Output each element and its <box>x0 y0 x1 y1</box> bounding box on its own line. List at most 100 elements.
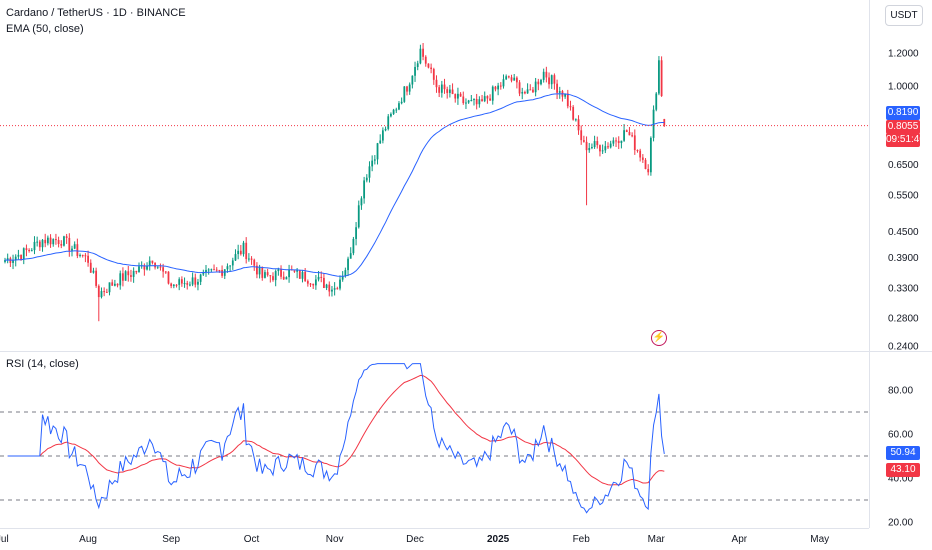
candle-body <box>336 288 339 290</box>
candle-body <box>515 77 518 83</box>
candle-body <box>28 249 31 251</box>
candle-body <box>116 283 119 286</box>
time-axis-label: Mar <box>648 534 666 545</box>
candle-body <box>446 89 449 93</box>
symbol-legend[interactable]: Cardano / TetherUS · 1D · BINANCE <box>6 7 186 19</box>
candle-body <box>105 291 108 293</box>
price-axis-label: 0.3900 <box>888 253 919 264</box>
candle-body <box>79 254 81 256</box>
candle-body <box>194 277 197 285</box>
candle-body <box>207 269 210 271</box>
candle-body <box>631 135 634 137</box>
time-axis-label: Oct <box>244 534 260 545</box>
candle-body <box>55 239 57 241</box>
candle-body <box>285 277 288 280</box>
candle-body <box>33 241 36 251</box>
candle-body <box>459 93 462 97</box>
candle-body <box>454 94 457 99</box>
price-axis-label: 0.6500 <box>888 160 919 171</box>
candle-body <box>309 283 312 285</box>
candle-body <box>325 284 328 288</box>
candle-body <box>103 291 106 293</box>
lightning-icon[interactable]: ⚡ <box>651 330 667 346</box>
candle-body <box>12 260 14 263</box>
candle-body <box>148 260 151 266</box>
candle-body <box>521 92 524 94</box>
candle-body <box>247 258 250 260</box>
candle-body <box>323 277 325 288</box>
price-axis-label: 1.0000 <box>888 82 919 93</box>
candle-body <box>113 283 116 286</box>
rsi-axis[interactable]: 80.00 60.00 40.00 20.00 <box>888 386 913 529</box>
candle-body <box>497 85 500 90</box>
candle-body <box>641 157 644 160</box>
candle-body <box>280 269 282 277</box>
candle-body <box>30 250 33 252</box>
candle-body <box>14 256 17 261</box>
rsi-legend[interactable]: RSI (14, close) <box>6 358 79 370</box>
countdown-tag: 09:51:40 <box>886 133 925 147</box>
candle-body <box>312 283 315 286</box>
candle-body <box>513 77 516 81</box>
candle-body <box>213 269 215 271</box>
candle-body <box>258 267 261 275</box>
candle-body <box>49 237 52 245</box>
candle-body <box>558 91 561 93</box>
candle-body <box>550 75 553 85</box>
candle-body <box>41 239 44 248</box>
candle-body <box>221 270 223 276</box>
candle-body <box>130 275 132 277</box>
time-axis-label: May <box>810 534 829 545</box>
candle-body <box>186 283 189 285</box>
time-axis-label: Jul <box>0 534 9 545</box>
candle-body <box>649 137 652 173</box>
candle-body <box>601 150 604 152</box>
candle-body <box>548 77 550 85</box>
candle-body <box>376 143 379 160</box>
candle-body <box>38 241 41 248</box>
candle-body <box>317 276 320 280</box>
candle-body <box>108 282 111 293</box>
candle-body <box>457 93 459 99</box>
candle-body <box>414 66 416 76</box>
candle-body <box>398 103 400 110</box>
candle-body <box>81 254 84 256</box>
candle-body <box>620 140 623 144</box>
candle-body <box>202 272 205 275</box>
candle-body <box>132 270 135 277</box>
candle-body <box>293 270 296 272</box>
candle-body <box>607 146 609 148</box>
candle-body <box>529 89 532 91</box>
candle-body <box>183 283 186 285</box>
candle-body <box>617 140 620 144</box>
candle-body <box>301 271 304 279</box>
candle-body <box>328 284 331 292</box>
candle-body <box>566 93 569 107</box>
candle-body <box>580 130 583 141</box>
candle-body <box>333 288 336 290</box>
currency-button[interactable]: USDT <box>885 5 923 26</box>
candle-body <box>199 274 202 282</box>
price-axis[interactable]: 1.2000 1.0000 0.6500 0.5500 0.4500 0.3900 0.33… <box>888 49 919 353</box>
time-axis[interactable]: Jul Aug Sep Oct Nov Dec 2025 Feb Mar Apr May <box>0 534 829 545</box>
candle-body <box>489 98 491 101</box>
candle-body <box>205 269 207 273</box>
candle-body <box>97 285 100 298</box>
candle-body <box>556 83 558 93</box>
candle-body <box>609 143 612 148</box>
candle-body <box>261 267 264 278</box>
candle-body <box>507 76 510 78</box>
price-axis-label: 0.4500 <box>888 227 919 238</box>
candle-body <box>625 130 628 132</box>
candle-body <box>384 128 387 131</box>
candle-body <box>427 63 430 68</box>
ema-legend[interactable]: EMA (50, close) <box>6 23 84 35</box>
candle-body <box>499 85 502 87</box>
candle-body <box>633 135 636 151</box>
candle-body <box>604 146 607 151</box>
candle-body <box>347 258 349 271</box>
candle-body <box>644 159 647 170</box>
price-axis-label: 0.2800 <box>888 313 919 324</box>
rsi-ma-line <box>7 374 665 486</box>
